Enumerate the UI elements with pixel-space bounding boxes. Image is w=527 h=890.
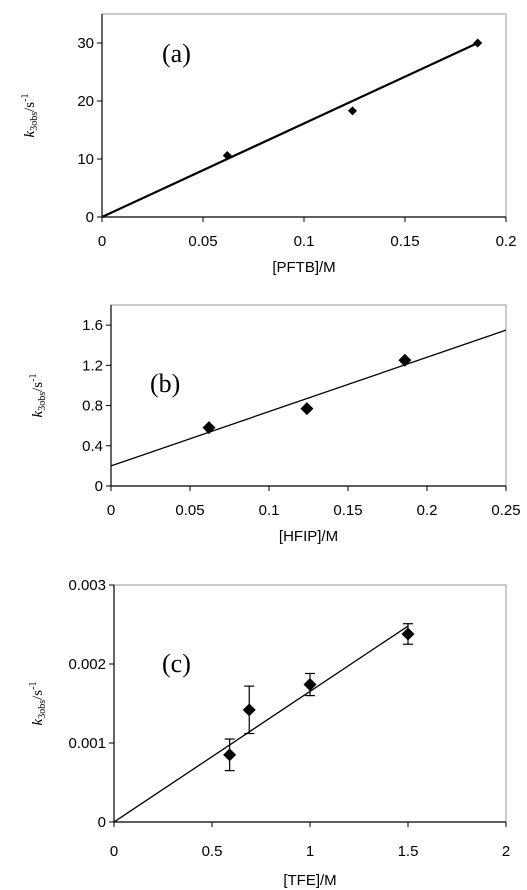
y-axis-unit: /s bbox=[30, 382, 46, 392]
x-tick-label: 0.15 bbox=[333, 502, 362, 519]
panel-label: (c) bbox=[162, 649, 191, 678]
x-tick-label: 0.1 bbox=[259, 502, 280, 519]
y-tick-label: 0.8 bbox=[82, 398, 103, 415]
x-tick-label: 0.2 bbox=[496, 233, 517, 250]
y-axis-title: k3obs/s-1 bbox=[20, 94, 40, 138]
y-axis-symbol: k bbox=[30, 410, 46, 417]
y-tick-label: 1.6 bbox=[82, 317, 103, 334]
y-axis-subscript: 3obs bbox=[37, 700, 48, 719]
y-axis-subscript: 3obs bbox=[37, 392, 48, 411]
y-axis-symbol: k bbox=[22, 130, 38, 137]
panel-label: (b) bbox=[150, 369, 180, 398]
chart-panel: 0 0.05 0.1 0.15 0.2 0.25 0 0.4 0.8 1.2 1.6 [HFIP]/M… bbox=[28, 304, 521, 545]
x-tick-label: 2 bbox=[502, 843, 510, 860]
data-point bbox=[473, 38, 483, 48]
y-axis-superscript: -1 bbox=[28, 374, 39, 382]
x-axis-title: [HFIP]/M bbox=[279, 528, 338, 545]
y-axis-unit: /s bbox=[30, 690, 46, 700]
x-tick-label: 1.5 bbox=[398, 843, 419, 860]
y-axis-symbol: k bbox=[30, 718, 46, 725]
y-axis-subscript: 3obs bbox=[29, 112, 40, 131]
y-tick-label: 0.001 bbox=[68, 735, 106, 752]
x-tick-label: 0 bbox=[98, 233, 106, 250]
panel-label: (a) bbox=[162, 39, 191, 68]
y-tick-label: 1.2 bbox=[82, 357, 103, 374]
y-axis-superscript: -1 bbox=[28, 682, 39, 690]
x-tick-label: 0.25 bbox=[491, 502, 520, 519]
fit-line bbox=[101, 42, 479, 218]
y-tick-label: 20 bbox=[77, 93, 94, 110]
x-tick-label: 0.1 bbox=[294, 233, 315, 250]
y-tick-label: 0.002 bbox=[68, 656, 106, 673]
y-tick-label: 10 bbox=[77, 151, 94, 168]
x-tick-label: 0 bbox=[107, 502, 115, 519]
x-axis-title: [TFE]/M bbox=[283, 872, 336, 889]
data-point bbox=[222, 151, 232, 161]
data-point bbox=[242, 703, 256, 717]
x-tick-label: 0.05 bbox=[175, 502, 204, 519]
y-tick-label: 0.4 bbox=[82, 438, 103, 455]
data-point bbox=[223, 748, 237, 762]
data-point bbox=[202, 421, 216, 435]
y-axis-title: k3obs/s-1 bbox=[28, 682, 48, 726]
x-tick-label: 1 bbox=[306, 843, 314, 860]
x-tick-label: 0.05 bbox=[188, 233, 217, 250]
fit-line bbox=[110, 329, 507, 467]
data-point bbox=[347, 106, 357, 116]
y-tick-label: 30 bbox=[77, 35, 94, 52]
x-tick-label: 0.5 bbox=[202, 843, 223, 860]
y-tick-label: 0 bbox=[95, 478, 103, 495]
x-axis-title: [PFTB]/M bbox=[272, 259, 335, 276]
data-point bbox=[398, 353, 412, 367]
y-tick-label: 0.003 bbox=[68, 577, 106, 594]
chart-panel: 0 0.05 0.1 0.15 0.2 0 10 20 30 [PFTB]/M k3obs/s-1 (… bbox=[20, 13, 517, 276]
data-point bbox=[303, 678, 317, 692]
fit-line bbox=[113, 625, 409, 823]
y-axis-superscript: -1 bbox=[20, 94, 31, 102]
data-point bbox=[300, 402, 314, 416]
y-axis-unit: /s bbox=[22, 102, 38, 112]
x-tick-label: 0.15 bbox=[390, 233, 419, 250]
y-tick-label: 0 bbox=[98, 814, 106, 831]
plot-area bbox=[113, 584, 507, 823]
y-tick-label: 0 bbox=[86, 209, 94, 226]
chart-panel: 0 0.5 1 1.5 2 0 0.001 0.002 0.003 [TFE]/M k3obs/s-… bbox=[28, 577, 510, 889]
y-axis-title: k3obs/s-1 bbox=[28, 374, 48, 418]
x-tick-label: 0 bbox=[110, 843, 118, 860]
data-point bbox=[401, 627, 415, 641]
x-tick-label: 0.2 bbox=[417, 502, 438, 519]
